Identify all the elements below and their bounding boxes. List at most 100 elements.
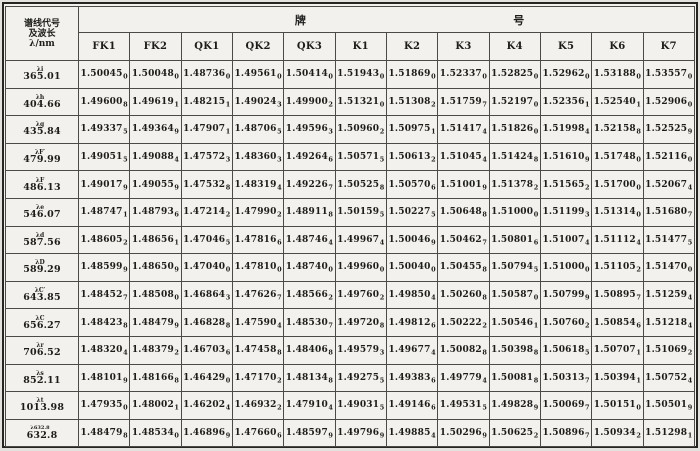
table-row: λg 435.84 1.493375 1.493649 1.479071 1.487065… <box>5 115 696 144</box>
index-subscript-digit: 7 <box>687 210 693 219</box>
index-subscript-digit: 8 <box>328 348 334 357</box>
refractive-index-cell: 1.504627 <box>437 225 490 255</box>
index-main-digits: 1.51477 <box>645 234 688 245</box>
index-main-digits: 1.51112 <box>593 234 636 245</box>
index-main-digits: 1.49828 <box>491 400 534 411</box>
index-main-digits: 1.50260 <box>439 290 482 301</box>
column-header-k5: K5 <box>539 32 593 61</box>
index-subscript-digit: 8 <box>482 210 488 219</box>
index-subscript-digit: 0 <box>636 155 642 164</box>
wavelength-cell: λr 706.52 <box>5 335 79 365</box>
index-subscript-digit: 5 <box>585 348 590 357</box>
index-main-digits: 1.47810 <box>234 262 277 273</box>
index-subscript-digit: 2 <box>225 210 231 219</box>
index-subscript-digit: 4 <box>277 321 282 330</box>
index-subscript-digit: 0 <box>636 183 642 192</box>
refractive-index-cell: 1.513782 <box>488 170 541 199</box>
corner-header-line1: 谱线代号 <box>23 18 60 28</box>
index-subscript-digit: 2 <box>379 127 385 136</box>
refractive-index-cell: 1.510074 <box>539 225 593 255</box>
index-subscript-digit: 3 <box>328 127 334 136</box>
index-main-digits: 1.50570 <box>388 179 431 190</box>
index-subscript-digit: 9 <box>431 238 436 247</box>
index-main-digits: 1.49812 <box>388 317 431 328</box>
refractive-index-cell: 1.514700 <box>642 253 696 282</box>
index-subscript-digit: 8 <box>482 348 488 357</box>
index-main-digits: 1.51869 <box>388 69 431 80</box>
index-main-digits: 1.52962 <box>542 69 585 80</box>
index-main-digits: 1.48320 <box>80 345 123 356</box>
index-main-digits: 1.50752 <box>645 372 688 383</box>
spectral-line-mark: λ632.8 <box>30 425 50 432</box>
refractive-index-cell: 1.468643 <box>180 280 233 310</box>
index-main-digits: 1.46429 <box>183 372 226 383</box>
index-subscript-digit: 0 <box>533 100 539 109</box>
index-main-digits: 1.50934 <box>593 428 636 439</box>
wavelength-cell: λF′ 479.99 <box>5 142 79 172</box>
index-subscript-digit: 0 <box>533 210 539 219</box>
index-subscript-digit: 0 <box>225 265 231 274</box>
refractive-index-cell: 1.485999 <box>77 253 131 282</box>
index-main-digits: 1.49579 <box>337 345 380 356</box>
refractive-index-cell: 1.487360 <box>180 60 233 89</box>
spectral-line-mark: λs <box>36 369 44 377</box>
refractive-index-cell: 1.493836 <box>385 363 439 393</box>
refractive-index-cell: 1.513082 <box>385 87 439 117</box>
wavelength-value: 435.84 <box>23 126 61 138</box>
refractive-index-cell: 1.498126 <box>385 308 439 337</box>
spectral-line-mark: λg <box>35 121 45 129</box>
refractive-index-cell: 1.485080 <box>129 280 182 310</box>
wavelength-cell: λi 365.01 <box>5 60 79 89</box>
index-subscript-digit: 7 <box>585 376 590 385</box>
index-main-digits: 1.50799 <box>542 290 585 301</box>
index-subscript-digit: 2 <box>533 431 539 440</box>
wavelength-cell: λC′ 643.85 <box>5 280 79 310</box>
index-main-digits: 1.50525 <box>337 179 380 190</box>
index-main-digits: 1.49055 <box>131 179 174 190</box>
refractive-index-cell: 1.499600 <box>334 253 387 282</box>
index-subscript-digit: 4 <box>328 238 334 247</box>
index-main-digits: 1.50975 <box>388 124 431 135</box>
refractive-index-cell: 1.499674 <box>334 225 387 255</box>
index-main-digits: 1.50801 <box>491 234 534 245</box>
index-subscript-digit: 4 <box>687 293 693 302</box>
index-main-digits: 1.52197 <box>491 96 534 107</box>
index-main-digits: 1.50296 <box>439 428 482 439</box>
refractive-index-cell: 1.478166 <box>231 225 285 255</box>
refractive-index-cell: 1.478100 <box>231 253 285 282</box>
index-subscript-digit: 0 <box>123 403 128 412</box>
index-main-digits: 1.51069 <box>645 345 688 356</box>
refractive-index-cell: 1.496774 <box>385 335 439 365</box>
column-header-qk1: QK1 <box>180 32 233 61</box>
refractive-index-cell: 1.528250 <box>488 60 541 89</box>
index-subscript-digit: 9 <box>225 431 231 440</box>
refractive-index-cell: 1.519430 <box>334 60 387 89</box>
index-main-digits: 1.53557 <box>645 69 688 80</box>
refractive-index-cell: 1.487065 <box>231 115 285 144</box>
refractive-index-cell: 1.493375 <box>77 115 131 144</box>
index-subscript-digit: 3 <box>225 155 231 164</box>
refractive-index-cell: 1.476267 <box>231 280 285 310</box>
index-main-digits: 1.48706 <box>234 124 277 135</box>
index-main-digits: 1.49146 <box>388 400 431 411</box>
index-main-digits: 1.49561 <box>234 69 277 80</box>
index-subscript-digit: 4 <box>687 321 693 330</box>
refractive-index-cell: 1.479350 <box>77 391 131 420</box>
grade-group-header: 牌 号 <box>78 6 695 33</box>
index-subscript-digit: 6 <box>431 376 436 385</box>
column-header-qk3: QK3 <box>283 32 336 61</box>
table-row: λd 587.56 1.486052 1.486561 1.470465 1.478166… <box>5 225 696 255</box>
refractive-index-cell: 1.470400 <box>180 253 233 282</box>
refractive-index-cell: 1.509602 <box>334 115 387 144</box>
refractive-index-cell: 1.486509 <box>129 253 182 282</box>
index-subscript-digit: 8 <box>123 321 128 330</box>
refractive-index-cell: 1.502222 <box>437 308 490 337</box>
index-main-digits: 1.48534 <box>131 428 174 439</box>
column-header-k2: K2 <box>385 32 439 61</box>
index-main-digits: 1.49364 <box>131 124 174 135</box>
spectral-line-mark: λr <box>36 342 44 350</box>
refractive-index-cell: 1.504140 <box>283 60 336 89</box>
index-main-digits: 1.50222 <box>439 317 482 328</box>
index-main-digits: 1.50414 <box>285 69 328 80</box>
index-main-digits: 1.51417 <box>439 124 482 135</box>
